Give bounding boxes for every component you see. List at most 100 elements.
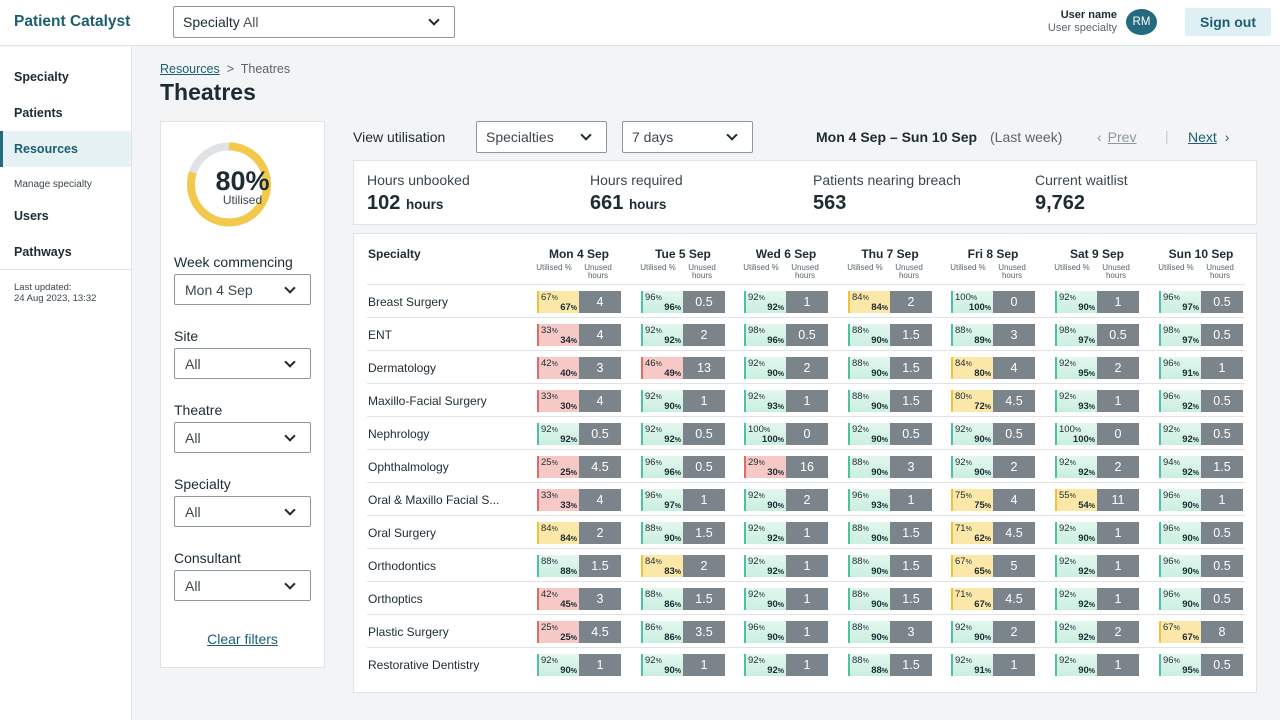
utilisation-cell[interactable]: 92% 92% 1	[744, 291, 828, 313]
utilisation-cell[interactable]: 98% 97% 0.5	[1159, 324, 1243, 346]
utilisation-cell[interactable]: 88% 90% 3	[848, 621, 932, 643]
table-row[interactable]: ENT 33% 34% 4 92% 92% 2 98% 96% 0.5 88% 90% 1.5 88% 89…	[367, 317, 1245, 350]
utilisation-cell[interactable]: 96% 90% 1	[1159, 489, 1243, 511]
utilisation-cell[interactable]: 92% 92% 2	[1055, 621, 1139, 643]
utilisation-cell[interactable]: 92% 93% 1	[744, 390, 828, 412]
utilisation-cell[interactable]: 92% 90% 1	[537, 654, 621, 676]
utilisation-cell[interactable]: 92% 90% 2	[744, 357, 828, 379]
utilisation-cell[interactable]: 92% 92% 0.5	[537, 423, 621, 445]
table-row[interactable]: Breast Surgery 67% 67% 4 96% 96% 0.5 92% 92% 1 84%…	[367, 284, 1245, 317]
utilisation-cell[interactable]: 80% 72% 4.5	[951, 390, 1035, 412]
utilisation-cell[interactable]: 100% 100% 0	[1055, 423, 1139, 445]
sidebar-item-resources[interactable]: Resources	[0, 131, 131, 167]
utilisation-cell[interactable]: 42% 45% 3	[537, 588, 621, 610]
utilisation-cell[interactable]: 88% 88% 1.5	[537, 555, 621, 577]
table-row[interactable]: Dermatology 42% 40% 3 46% 49% 13 92% 90% 2 88% 90% 1…	[367, 350, 1245, 383]
utilisation-cell[interactable]: 88% 88% 1.5	[848, 654, 932, 676]
utilisation-cell[interactable]: 92% 90% 0.5	[951, 423, 1035, 445]
utilisation-cell[interactable]: 92% 92% 1	[1055, 555, 1139, 577]
utilisation-cell[interactable]: 96% 96% 0.5	[641, 291, 725, 313]
utilisation-cell[interactable]: 96% 95% 0.5	[1159, 654, 1243, 676]
utilisation-cell[interactable]: 92% 90% 1	[1055, 522, 1139, 544]
utilisation-cell[interactable]: 92% 92% 2	[1055, 456, 1139, 478]
sign-out-button[interactable]: Sign out	[1185, 8, 1271, 36]
table-row[interactable]: Nephrology 92% 92% 0.5 92% 92% 0.5 100% 100% 0 92%…	[367, 416, 1245, 449]
utilisation-cell[interactable]: 88% 90% 3	[848, 456, 932, 478]
utilisation-cell[interactable]: 92% 90% 1	[744, 588, 828, 610]
utilisation-cell[interactable]: 71% 62% 4.5	[951, 522, 1035, 544]
utilisation-cell[interactable]: 92% 90% 1	[641, 654, 725, 676]
utilisation-cell[interactable]: 92% 92% 0.5	[641, 423, 725, 445]
utilisation-cell[interactable]: 92% 93% 1	[1055, 390, 1139, 412]
utilisation-cell[interactable]: 46% 49% 13	[641, 357, 725, 379]
utilisation-cell[interactable]: 88% 90% 1.5	[641, 522, 725, 544]
utilisation-cell[interactable]: 94% 92% 1.5	[1159, 456, 1243, 478]
utilisation-cell[interactable]: 84% 80% 4	[951, 357, 1035, 379]
utilisation-cell[interactable]: 98% 96% 0.5	[744, 324, 828, 346]
utilisation-cell[interactable]: 92% 90% 1	[1055, 654, 1139, 676]
utilisation-cell[interactable]: 33% 30% 4	[537, 390, 621, 412]
utilisation-cell[interactable]: 96% 90% 0.5	[1159, 555, 1243, 577]
utilisation-cell[interactable]: 88% 90% 1.5	[848, 588, 932, 610]
utilisation-cell[interactable]: 100% 100% 0	[744, 423, 828, 445]
utilisation-cell[interactable]: 67% 67% 8	[1159, 621, 1243, 643]
view-select[interactable]: Specialties	[476, 121, 607, 153]
avatar[interactable]: RM	[1126, 9, 1157, 35]
utilisation-cell[interactable]: 33% 33% 4	[537, 489, 621, 511]
utilisation-cell[interactable]: 84% 84% 2	[848, 291, 932, 313]
utilisation-cell[interactable]: 96% 90% 1	[744, 621, 828, 643]
utilisation-cell[interactable]: 92% 92% 1	[1055, 588, 1139, 610]
utilisation-cell[interactable]: 88% 90% 1.5	[848, 324, 932, 346]
utilisation-cell[interactable]: 92% 90% 1	[1055, 291, 1139, 313]
utilisation-cell[interactable]: 92% 92% 2	[641, 324, 725, 346]
utilisation-cell[interactable]: 96% 96% 0.5	[641, 456, 725, 478]
period-select[interactable]: 7 days	[622, 121, 753, 153]
utilisation-cell[interactable]: 84% 84% 2	[537, 522, 621, 544]
table-row[interactable]: Ophthalmology 25% 25% 4.5 96% 96% 0.5 29% 30% 16 8…	[367, 449, 1245, 482]
next-button[interactable]: Next ›	[1188, 129, 1229, 145]
utilisation-cell[interactable]: 25% 25% 4.5	[537, 621, 621, 643]
clear-filters-link[interactable]: Clear filters	[207, 631, 278, 647]
utilisation-cell[interactable]: 33% 34% 4	[537, 324, 621, 346]
utilisation-cell[interactable]: 92% 90% 2	[951, 621, 1035, 643]
week-commencing-select[interactable]: Mon 4 Sep	[174, 274, 311, 305]
consultant-select[interactable]: All	[174, 570, 311, 601]
utilisation-cell[interactable]: 71% 67% 4.5	[951, 588, 1035, 610]
table-row[interactable]: Restorative Dentistry 92% 90% 1 92% 90% 1 92% 92…	[367, 647, 1245, 680]
utilisation-cell[interactable]: 88% 90% 1.5	[848, 357, 932, 379]
utilisation-cell[interactable]: 92% 91% 1	[951, 654, 1035, 676]
site-select[interactable]: All	[174, 348, 311, 379]
utilisation-cell[interactable]: 88% 89% 3	[951, 324, 1035, 346]
utilisation-cell[interactable]: 25% 25% 4.5	[537, 456, 621, 478]
utilisation-cell[interactable]: 92% 90% 2	[951, 456, 1035, 478]
utilisation-cell[interactable]: 86% 86% 3.5	[641, 621, 725, 643]
utilisation-cell[interactable]: 92% 92% 1	[744, 654, 828, 676]
utilisation-cell[interactable]: 67% 67% 4	[537, 291, 621, 313]
utilisation-cell[interactable]: 92% 92% 1	[744, 522, 828, 544]
utilisation-cell[interactable]: 96% 91% 1	[1159, 357, 1243, 379]
utilisation-cell[interactable]: 88% 90% 1.5	[848, 555, 932, 577]
specialty-select[interactable]: Specialty All	[173, 6, 455, 38]
utilisation-cell[interactable]: 96% 97% 0.5	[1159, 291, 1243, 313]
utilisation-cell[interactable]: 96% 93% 1	[848, 489, 932, 511]
brand-logo[interactable]: Patient Catalyst	[14, 13, 131, 30]
utilisation-cell[interactable]: 84% 83% 2	[641, 555, 725, 577]
breadcrumb-resources-link[interactable]: Resources	[160, 62, 220, 76]
utilisation-cell[interactable]: 92% 92% 1	[744, 555, 828, 577]
sidebar-item-pathways[interactable]: Pathways	[14, 245, 72, 259]
utilisation-cell[interactable]: 96% 92% 0.5	[1159, 390, 1243, 412]
utilisation-cell[interactable]: 88% 86% 1.5	[641, 588, 725, 610]
table-row[interactable]: Orthodontics 88% 88% 1.5 84% 83% 2 92% 92% 1 88% 90…	[367, 548, 1245, 581]
utilisation-cell[interactable]: 75% 75% 4	[951, 489, 1035, 511]
utilisation-cell[interactable]: 100% 100% 0	[951, 291, 1035, 313]
specialty-filter-select[interactable]: All	[174, 496, 311, 527]
table-row[interactable]: Oral & Maxillo Facial S... 33% 33% 4 96% 97% 1…	[367, 482, 1245, 515]
table-row[interactable]: Maxillo-Facial Surgery 33% 30% 4 92% 90% 1 92% 9…	[367, 383, 1245, 416]
utilisation-cell[interactable]: 92% 95% 2	[1055, 357, 1139, 379]
utilisation-cell[interactable]: 92% 90% 1	[641, 390, 725, 412]
utilisation-cell[interactable]: 92% 90% 0.5	[848, 423, 932, 445]
sidebar-item-patients[interactable]: Patients	[14, 106, 63, 120]
sidebar-item-manage-specialty[interactable]: Manage specialty	[14, 179, 92, 190]
utilisation-cell[interactable]: 29% 30% 16	[744, 456, 828, 478]
utilisation-cell[interactable]: 98% 97% 0.5	[1055, 324, 1139, 346]
